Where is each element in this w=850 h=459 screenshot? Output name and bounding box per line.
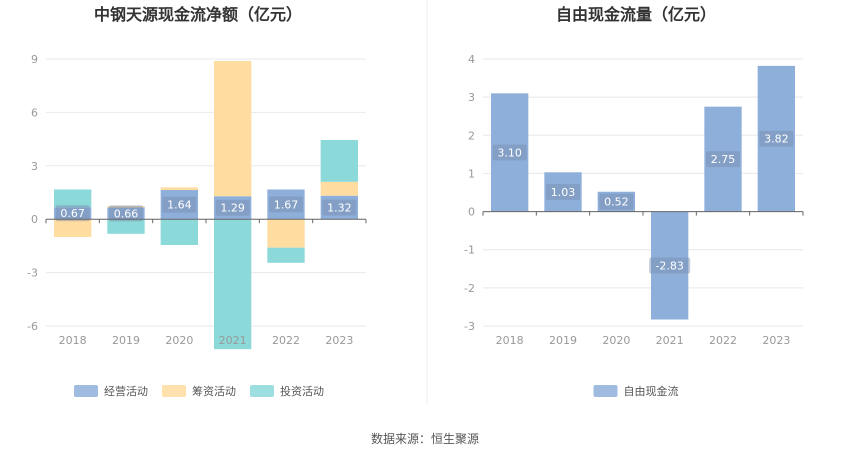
bar-fcf	[544, 172, 582, 212]
source-note: 数据来源：恒生聚源	[371, 431, 479, 446]
legend-swatch-operating	[74, 385, 98, 397]
x-tick-label: 2023	[762, 334, 790, 347]
data-label-bg	[759, 130, 794, 147]
legend-swatch-investing	[250, 385, 274, 397]
data-label-bg	[546, 183, 580, 200]
y-tick-label: 9	[31, 53, 38, 66]
legend-label: 经营活动	[104, 384, 148, 398]
bar-financing	[267, 219, 305, 248]
bar-operating	[320, 195, 358, 220]
x-tick-label: 2020	[165, 334, 193, 347]
data-label-bg	[55, 205, 90, 222]
y-tick-label: 0	[31, 213, 38, 226]
bar-operating	[107, 207, 145, 220]
right-chart-free-cash-flow: 自由现金流量（亿元） 3.10 1.03 0.52 -2.83 2.75 3.82 4 3 2…	[464, 5, 804, 398]
bar-investing	[160, 219, 198, 246]
y-tick-label: 3	[31, 160, 38, 173]
x-tick-label: 2019	[112, 334, 140, 347]
legend-swatch-fcf	[593, 385, 618, 397]
right-legend: 自由现金流	[593, 384, 679, 398]
bar-financing	[54, 219, 92, 237]
y-tick-label: -2	[464, 282, 475, 295]
data-label-bg	[599, 193, 634, 210]
bar-fcf	[491, 93, 529, 212]
left-bars	[54, 60, 358, 350]
data-label: 0.67	[60, 207, 85, 220]
bar-financing	[320, 181, 358, 196]
y-tick-label: 4	[468, 53, 475, 66]
right-grid	[483, 58, 803, 327]
data-label-bg	[492, 144, 527, 161]
y-tick-label: 2	[468, 129, 475, 142]
y-tick-label: -3	[27, 267, 38, 280]
y-tick-label: 0	[468, 206, 475, 219]
y-tick-label: 3	[468, 91, 475, 104]
bar-investing	[214, 219, 252, 350]
bar-investing	[107, 219, 145, 234]
data-label: 3.10	[497, 146, 522, 159]
y-tick-label: 1	[468, 167, 475, 180]
right-axis-ticks: 4 3 2 1 0 -1 -2 -3 2018 2019 2020 2021 2022 2023	[464, 53, 804, 347]
bar-operating	[214, 196, 252, 220]
data-label: 2.75	[711, 153, 736, 166]
right-data-labels: 3.10 1.03 0.52 -2.83 2.75 3.82	[492, 130, 794, 274]
bar-fcf	[597, 191, 635, 212]
left-chart-cash-flow: 中钢天源现金流净额（亿元） 0.67 0.66 1.64 1.29 1.67 1.32 9…	[27, 5, 367, 398]
data-label: 0.66	[114, 207, 139, 220]
bar-fcf	[757, 65, 795, 212]
x-tick-label: 2021	[656, 334, 684, 347]
left-legend: 经营活动 筹资活动 投资活动	[74, 384, 324, 398]
bar-operating	[267, 189, 305, 220]
bar-investing	[320, 139, 358, 182]
data-label-bg	[269, 196, 303, 213]
bar-operating	[54, 207, 92, 220]
left-chart-title: 中钢天源现金流净额（亿元）	[94, 5, 302, 24]
y-tick-label: -6	[27, 320, 38, 333]
y-tick-label: 6	[31, 106, 38, 119]
data-label-bg	[649, 257, 691, 274]
data-label: 1.64	[167, 199, 192, 212]
left-axis-ticks: 9 6 3 0 -3 -6 2018 2019 2020 2021 2022 2023	[27, 53, 367, 347]
data-label: 0.52	[604, 196, 629, 209]
x-tick-label: 2022	[709, 334, 737, 347]
x-tick-label: 2020	[602, 334, 630, 347]
x-tick-label: 2018	[59, 334, 87, 347]
data-label: 1.03	[551, 186, 576, 199]
data-label-bg	[109, 205, 143, 222]
x-tick-label: 2021	[219, 334, 247, 347]
data-label: 1.32	[327, 201, 352, 214]
left-grid	[46, 58, 366, 327]
bar-financing	[160, 187, 198, 191]
data-label-bg	[215, 199, 250, 216]
data-label: 3.82	[764, 133, 789, 146]
y-tick-label: -3	[464, 320, 475, 333]
bar-fcf	[651, 211, 689, 320]
bar-fcf	[704, 106, 742, 212]
data-label-bg	[706, 151, 740, 168]
data-label: 1.29	[220, 202, 245, 215]
data-label: 1.67	[274, 198, 299, 211]
legend-label: 自由现金流	[624, 384, 679, 398]
bar-investing	[267, 247, 305, 263]
data-label-bg	[162, 196, 197, 213]
bar-financing	[214, 60, 252, 197]
data-label-bg	[322, 199, 357, 216]
legend-label: 投资活动	[280, 384, 324, 398]
legend-swatch-financing	[162, 385, 186, 397]
right-chart-title: 自由现金流量（亿元）	[556, 5, 716, 24]
bar-operating	[160, 190, 198, 220]
x-tick-label: 2018	[496, 334, 524, 347]
y-tick-label: -1	[464, 244, 475, 257]
left-data-labels: 0.67 0.66 1.64 1.29 1.67 1.32	[55, 196, 357, 222]
legend-label: 筹资活动	[192, 384, 236, 398]
x-tick-label: 2019	[549, 334, 577, 347]
bar-financing	[107, 206, 145, 208]
right-bars	[491, 65, 795, 320]
bar-investing	[54, 189, 92, 208]
x-tick-label: 2022	[272, 334, 300, 347]
x-tick-label: 2023	[325, 334, 353, 347]
data-label: -2.83	[655, 260, 683, 273]
